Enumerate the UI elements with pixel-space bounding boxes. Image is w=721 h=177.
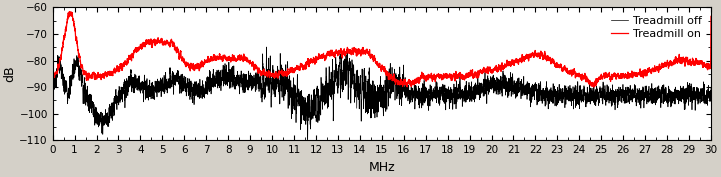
Treadmill off <box>48 88 57 90</box>
Treadmill off <box>702 99 710 101</box>
Treadmill on <box>590 86 598 88</box>
Treadmill on <box>201 61 210 63</box>
Treadmill off <box>304 138 312 141</box>
Treadmill off <box>343 61 352 63</box>
Line: Treadmill on: Treadmill on <box>53 9 711 87</box>
Treadmill off <box>296 115 305 117</box>
Treadmill on <box>343 50 352 52</box>
Treadmill off <box>205 77 213 79</box>
Treadmill on <box>296 65 305 68</box>
Line: Treadmill off: Treadmill off <box>53 47 711 139</box>
Treadmill off <box>201 81 210 83</box>
Treadmill on <box>205 61 213 63</box>
Treadmill off <box>707 87 715 89</box>
Treadmill on <box>208 57 217 59</box>
Treadmill off <box>208 77 217 79</box>
Treadmill on <box>707 15 715 18</box>
Legend: Treadmill off, Treadmill on: Treadmill off, Treadmill on <box>608 13 705 42</box>
Y-axis label: dB: dB <box>4 65 17 82</box>
Treadmill on <box>702 64 710 66</box>
Treadmill off <box>262 46 271 48</box>
Treadmill on <box>48 8 57 10</box>
X-axis label: MHz: MHz <box>368 161 395 173</box>
